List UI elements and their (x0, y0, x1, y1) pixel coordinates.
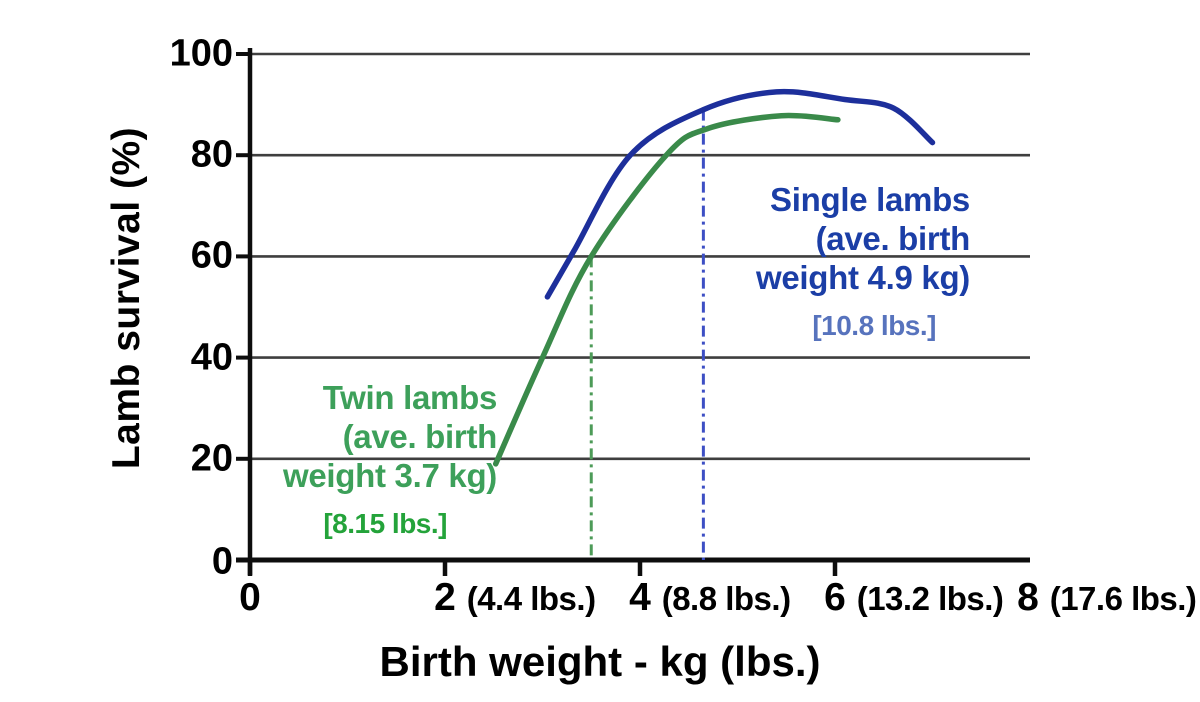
single-lambs-label-line: Single lambs (770, 181, 970, 218)
y-tick-label-40: 40 (190, 336, 233, 379)
x-tick-label-0: 0 (239, 576, 272, 620)
y-tick-label-0: 0 (211, 540, 233, 583)
y-tick-label-60: 60 (190, 234, 233, 277)
single-lambs-note: [10.8 lbs.] (812, 310, 936, 341)
x-tick-label-8: 8 (17.6 lbs.) (1017, 576, 1197, 620)
x-tick-label-2: 2 (4.4 lbs.) (434, 576, 596, 620)
y-tick-label-100: 100 (169, 32, 233, 75)
x-tick-kg: 6 (824, 576, 846, 619)
y-axis-title: Lamb survival (%) (105, 126, 148, 470)
x-tick-kg: 4 (629, 576, 651, 619)
single-lambs-label-line: weight 4.9 kg) (755, 259, 970, 296)
y-tick-label-20: 20 (190, 437, 233, 480)
twin-lambs-label-line: (ave. birth (342, 418, 498, 455)
x-tick-kg: 0 (239, 576, 261, 619)
single-lambs-label-line: (ave. birth (815, 220, 971, 257)
twin-lambs-label-line: weight 3.7 kg) (282, 457, 497, 494)
x-axis-title: Birth weight - kg (lbs.) (379, 638, 821, 685)
x-tick-lbs: (8.8 lbs.) (661, 580, 791, 617)
x-tick-kg: 2 (434, 576, 456, 619)
single-lambs-curve (544, 88, 936, 300)
x-tick-lbs: (17.6 lbs.) (1049, 580, 1197, 617)
twin-lambs-curve (492, 112, 841, 467)
x-tick-kg: 8 (1017, 576, 1039, 619)
x-tick-label-4: 4 (8.8 lbs.) (629, 576, 791, 620)
y-tick-label-80: 80 (190, 133, 233, 176)
x-tick-lbs: (13.2 lbs.) (856, 580, 1004, 617)
x-tick-lbs: (4.4 lbs.) (466, 580, 596, 617)
twin-lambs-note: [8.15 lbs.] (323, 508, 447, 539)
twin-lambs-label: Twin lambs (ave. birth weight 3.7 kg) [8… (283, 378, 497, 543)
x-tick-label-6: 6 (13.2 lbs.) (824, 576, 1004, 620)
single-lambs-label: Single lambs (ave. birth weight 4.9 kg) … (756, 180, 970, 345)
twin-lambs-label-line: Twin lambs (322, 379, 498, 416)
